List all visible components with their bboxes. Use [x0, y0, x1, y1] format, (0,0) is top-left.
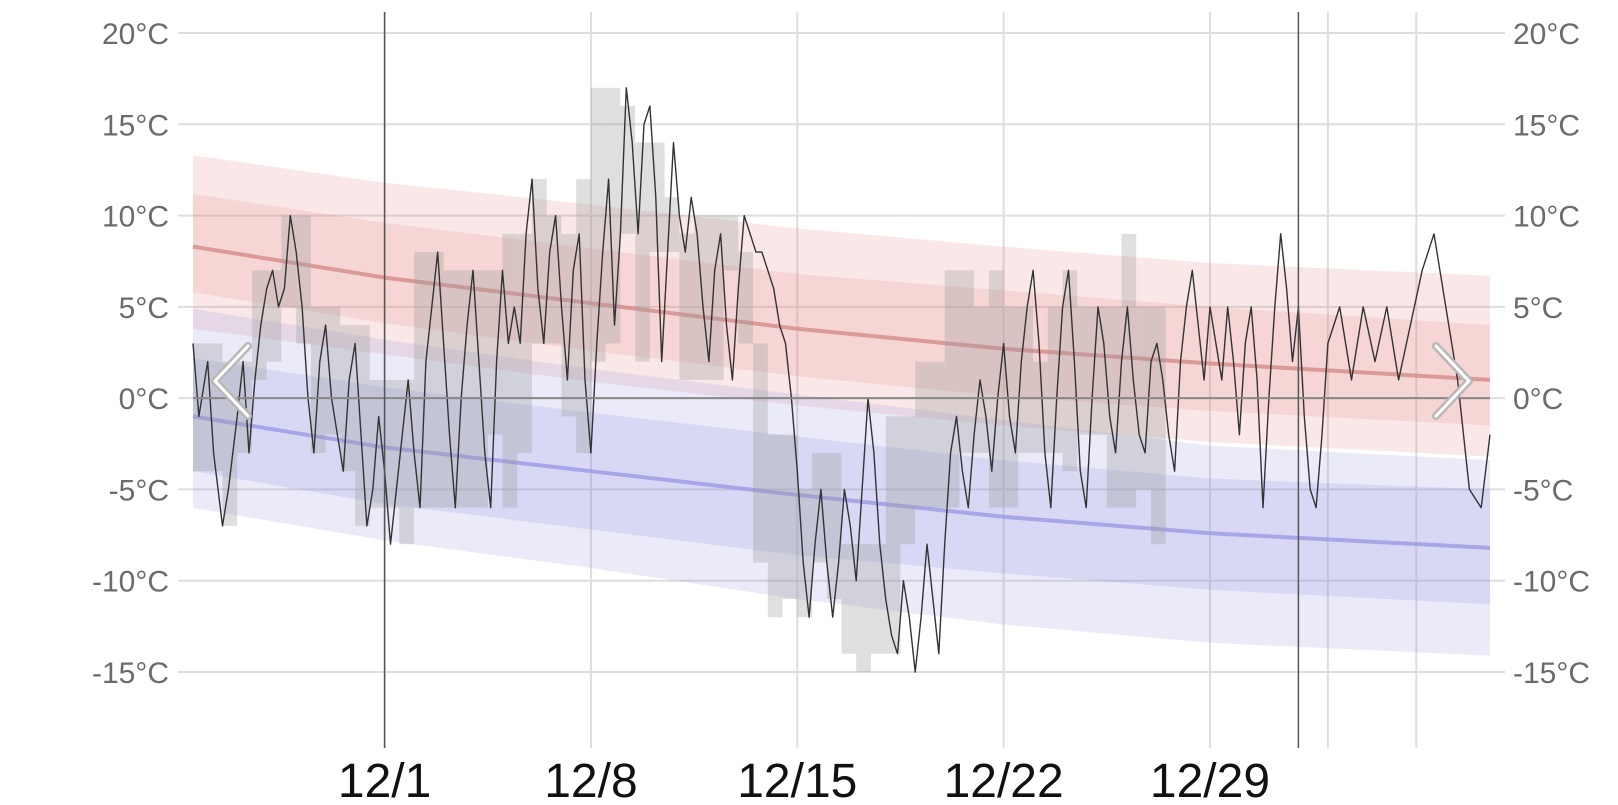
y-tick-label-right: -10°C	[1513, 566, 1590, 599]
daily-range-block	[325, 306, 341, 435]
temperature-series	[192, 87, 1491, 673]
y-tick-label-right: -5°C	[1513, 474, 1573, 507]
navigation	[211, 342, 1473, 420]
y-tick-label-left: 20°C	[102, 18, 169, 51]
daily-range-block	[974, 306, 989, 453]
daily-range-block	[1047, 306, 1063, 453]
axes: 20°C 20°C 15°C 15°C 10°C 10°C 5°C 5°C 0°C 0°C -5°C…	[92, 12, 1590, 805]
daily-range-block	[1151, 306, 1166, 545]
daily-range-block	[841, 544, 857, 654]
daily-range-block	[1121, 233, 1137, 508]
daily-range-block	[355, 325, 370, 526]
y-tick-label-left: 0°C	[119, 383, 169, 416]
y-tick-label-left: 5°C	[119, 292, 169, 325]
y-tick-label-right: 0°C	[1513, 383, 1563, 416]
y-tick-label-left: 10°C	[102, 201, 169, 234]
daily-range-block	[605, 87, 621, 344]
daily-range-block	[532, 179, 547, 344]
normal-low-outer-band	[193, 308, 1490, 656]
y-tick-label-right: 15°C	[1513, 109, 1580, 142]
y-tick-label-right: 5°C	[1513, 292, 1563, 325]
daily-range-block	[1062, 270, 1078, 472]
y-tick-label-left: -15°C	[92, 657, 169, 690]
daily-range-block	[266, 270, 282, 362]
daily-range-block	[458, 270, 488, 508]
daily-range-block	[885, 416, 901, 654]
normal-high-outer-band	[193, 155, 1490, 457]
y-tick-label-right: 20°C	[1513, 18, 1580, 51]
daily-range-block	[708, 215, 724, 380]
x-tick-label: 12/22	[944, 755, 1064, 805]
daily-range-block	[664, 197, 680, 253]
y-tick-label-right: -15°C	[1513, 657, 1590, 690]
daily-range-block	[443, 270, 459, 508]
y-tick-label-right: 10°C	[1513, 201, 1580, 234]
daily-range-block	[753, 343, 768, 563]
x-tick-label: 12/29	[1150, 755, 1270, 805]
daily-range-block	[1018, 306, 1034, 453]
temperature-line	[192, 87, 1491, 673]
daily-range-block	[1077, 306, 1092, 435]
daily-range-block	[944, 270, 960, 508]
daily-range-block	[694, 215, 709, 380]
y-tick-label-left: 15°C	[102, 109, 169, 142]
x-tick-label: 12/15	[737, 755, 857, 805]
daily-range-block	[502, 233, 518, 508]
y-tick-label-left: -10°C	[92, 566, 169, 599]
x-tick-label: 12/1	[338, 755, 431, 805]
daily-range-block	[723, 215, 739, 271]
x-tick-label: 12/8	[544, 755, 637, 805]
normal-high-inner-band	[193, 193, 1490, 426]
chevron-left-inner	[213, 344, 250, 418]
y-tick-label-left: -5°C	[109, 474, 169, 507]
normal-bands	[192, 155, 1491, 656]
daily-range-block	[1003, 306, 1019, 508]
daily-range-block	[900, 416, 916, 545]
daily-range-block	[252, 270, 267, 380]
daily-range-block	[959, 270, 975, 453]
daily-range-block	[561, 233, 577, 417]
chevron-left-icon[interactable]	[211, 342, 252, 420]
daily-range-block	[856, 544, 871, 672]
daily-range-block	[915, 361, 930, 508]
daily-range-block	[988, 270, 1004, 508]
daily-range-block	[782, 434, 798, 599]
daily-range-block	[635, 142, 650, 362]
daily-range-block	[1106, 306, 1122, 508]
daily-range-block	[738, 252, 753, 344]
daily-range-block	[487, 270, 503, 435]
chevron-right-inner	[1434, 344, 1471, 418]
chevron-right-icon[interactable]	[1432, 342, 1473, 420]
daily-range-block	[414, 252, 444, 508]
daily-range-block	[679, 233, 695, 380]
daily-range-block	[296, 215, 311, 344]
daily-range-block	[826, 452, 842, 599]
daily-range-block	[590, 87, 606, 362]
normal-low-inner-band	[193, 358, 1490, 605]
daily-range-block	[767, 434, 783, 618]
daily-range-block	[929, 361, 945, 508]
daily-range-block	[871, 544, 886, 654]
daily-range-block	[399, 379, 414, 545]
daily-range-block	[576, 179, 591, 453]
